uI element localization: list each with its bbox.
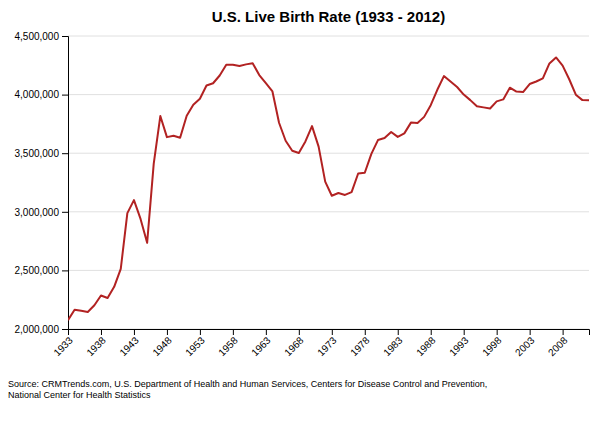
annotation-line: Source: CRMTrends.com, U.S. Department o…: [8, 379, 487, 389]
y-tick-label: 2,000,000: [15, 324, 60, 335]
x-tick-label: 1948: [150, 334, 174, 358]
x-tick: 1983: [381, 329, 405, 358]
marks: [68, 57, 589, 320]
x-tick-label: 2003: [513, 334, 537, 358]
grid-line: [68, 270, 589, 271]
y-tick: 3,000,000: [15, 207, 69, 218]
x-tick: 1978: [348, 329, 372, 358]
y-tick-mark: [62, 329, 68, 330]
x-tick-mark: [497, 329, 498, 335]
x-tick-mark: [266, 329, 267, 335]
x-tick: 1998: [480, 329, 504, 358]
x-tick-label: 1963: [249, 334, 273, 358]
grid-line: [68, 94, 589, 95]
x-tick-label: 1933: [51, 334, 75, 358]
x-tick: 1958: [216, 329, 240, 358]
x-tick-mark: [101, 329, 102, 335]
y-tick-label: 3,500,000: [15, 148, 60, 159]
annotation: Source: CRMTrends.com, U.S. Department o…: [8, 379, 487, 400]
x-tick-label: 1943: [117, 334, 141, 358]
grid-line: [68, 36, 589, 37]
x-tick: 1963: [249, 329, 273, 358]
x-tick-label: 1998: [480, 334, 504, 358]
x-tick-mark: [530, 329, 531, 335]
y-axis-line: [62, 37, 69, 330]
x-tick-mark: [398, 329, 399, 335]
annotation-line: National Center for Health Statistics: [8, 390, 151, 400]
x-tick-label: 1983: [381, 334, 405, 358]
x-tick-label: 1978: [348, 334, 372, 358]
x-tick-label: 1993: [447, 334, 471, 358]
x-tick-mark: [233, 329, 234, 335]
x-tick-mark: [299, 329, 300, 335]
y-tick-label: 4,500,000: [15, 31, 60, 42]
x-tick: 2003: [513, 329, 537, 358]
x-tick: 1988: [414, 329, 438, 358]
x-tick-mark: [365, 329, 366, 335]
y-tick: 4,000,000: [15, 89, 69, 100]
x-tick: 1943: [117, 329, 141, 358]
x-tick: 1938: [84, 329, 108, 358]
y-tick-mark: [62, 36, 68, 37]
x-tick-label: 2008: [546, 334, 570, 358]
y-axis: 2,000,000 2,500,000 3,000,000 3,500,000 4,00…: [15, 31, 69, 335]
x-tick-mark: [563, 329, 564, 335]
y-tick-mark: [62, 153, 68, 154]
x-tick-label: 1973: [315, 334, 339, 358]
x-tick-label: 1953: [183, 334, 207, 358]
x-tick: 1993: [447, 329, 471, 358]
grid: [68, 36, 589, 329]
x-tick-mark: [464, 329, 465, 335]
grid-line: [68, 153, 589, 154]
line: [68, 57, 589, 320]
x-tick-mark: [200, 329, 201, 335]
y-tick-mark: [62, 270, 68, 271]
y-tick-label: 4,000,000: [15, 89, 60, 100]
x-tick-label: 1988: [414, 334, 438, 358]
chart: 1933 1938 1943 1948 1953 1958 1963 1968 1973 1978…: [0, 0, 607, 421]
grid-line: [68, 211, 589, 212]
x-tick: 1968: [282, 329, 306, 358]
y-tick-mark: [62, 212, 68, 213]
y-tick: 4,500,000: [15, 31, 69, 42]
x-tick: 1948: [150, 329, 174, 358]
y-tick: 2,000,000: [15, 324, 69, 335]
x-tick-mark: [167, 329, 168, 335]
y-tick-label: 3,000,000: [15, 207, 60, 218]
x-axis: 1933 1938 1943 1948 1953 1958 1963 1968 1973 1978…: [51, 329, 589, 358]
x-tick-mark: [134, 329, 135, 335]
x-tick-label: 1968: [282, 334, 306, 358]
y-tick-label: 2,500,000: [15, 265, 60, 276]
x-tick: 1973: [315, 329, 339, 358]
y-tick: 2,500,000: [15, 265, 69, 276]
plot-area: 1933 1938 1943 1948 1953 1958 1963 1968 1973 1978…: [15, 31, 590, 358]
x-axis-line: [69, 330, 590, 336]
x-tick-mark: [431, 329, 432, 335]
title: U.S. Live Birth Rate (1933 - 2012): [212, 8, 445, 25]
x-tick: 1953: [183, 329, 207, 358]
y-tick-mark: [62, 95, 68, 96]
x-tick-mark: [332, 329, 333, 335]
x-tick-label: 1958: [216, 334, 240, 358]
x-tick: 2008: [546, 329, 570, 358]
y-tick: 3,500,000: [15, 148, 69, 159]
x-tick-label: 1938: [84, 334, 108, 358]
